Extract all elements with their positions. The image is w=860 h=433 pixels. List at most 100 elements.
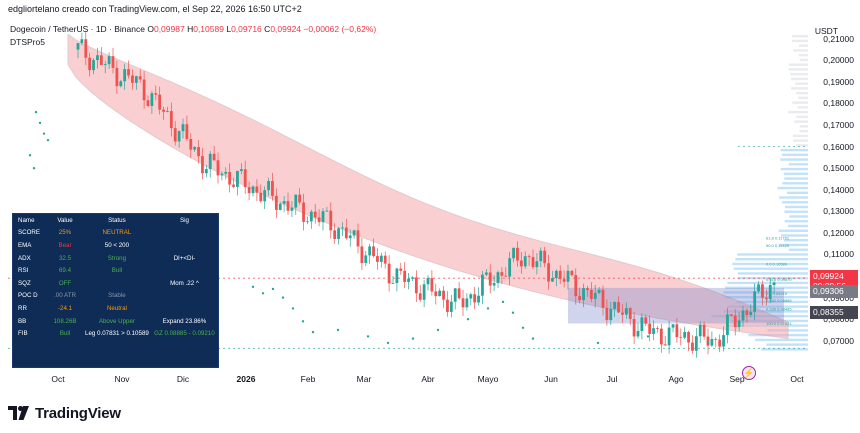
low-price-tag: 0,08355 — [810, 306, 858, 319]
candle-body — [668, 328, 671, 346]
fib-level-label: 61.8 0.11791 — [766, 235, 790, 240]
candle-body — [267, 181, 270, 190]
candle-body — [329, 211, 332, 231]
candle-body — [88, 58, 91, 70]
volume-profile-bar — [795, 82, 808, 84]
price-axis[interactable]: USDT 0,21000 0,20000 0,19000 0,18000 0,17000… — [808, 18, 860, 370]
volume-profile-bar — [788, 225, 808, 227]
candle-body — [419, 293, 422, 299]
candle-body — [637, 331, 640, 336]
price-tick-label: 0,21000 — [823, 34, 854, 44]
open-value: 0,09987 — [154, 24, 185, 34]
row-value: 25% — [47, 227, 83, 240]
candle-body — [528, 256, 531, 257]
candle-body — [189, 139, 192, 150]
candle-body — [742, 310, 745, 320]
candle-body — [333, 230, 336, 239]
candle-body — [493, 283, 496, 286]
candle-body — [535, 261, 538, 267]
time-axis[interactable]: Oct Nov Dic 2026 Feb Mar Abr Mayo Jun Jul Ago Sep Oc… — [8, 370, 808, 386]
candle-body — [364, 255, 367, 263]
candle-body — [224, 172, 227, 174]
candle-body — [520, 260, 523, 266]
candle-body — [112, 56, 115, 68]
candle-body — [263, 190, 266, 201]
time-tick-label: Dic — [177, 374, 189, 384]
candle-body — [318, 217, 321, 222]
signal-dot — [312, 331, 314, 333]
row-name: RSI — [13, 264, 47, 277]
row-status: Bull — [83, 264, 151, 277]
tradingview-logo[interactable]: TradingView — [8, 404, 121, 422]
candle-body — [213, 154, 216, 161]
symbol-name[interactable]: Dogecoin / TetherUS · 1D · Binance — [10, 24, 145, 34]
candle-body — [473, 294, 476, 302]
table-row: RR -24.1 Neutral — [13, 302, 218, 315]
signal-dot — [487, 307, 489, 309]
candle-body — [430, 278, 433, 291]
volume-profile-bar — [792, 40, 808, 42]
volume-profile-bar — [727, 282, 808, 284]
candle-body — [255, 187, 258, 193]
author-line: edgliortelano creado con TradingView.com… — [8, 4, 302, 14]
volume-profile-bar — [784, 177, 808, 179]
row-sig — [151, 227, 218, 240]
row-status: Stable — [83, 290, 151, 303]
candle-body — [178, 131, 181, 141]
row-value: 69.4 — [47, 264, 83, 277]
candle-body — [244, 169, 247, 187]
range-box — [568, 288, 784, 324]
candle-body — [485, 272, 488, 274]
candle-body — [462, 298, 465, 307]
candle-body — [283, 201, 286, 204]
row-value: -24.1 — [47, 302, 83, 315]
lightning-icon[interactable]: ⚡ — [742, 366, 756, 380]
fib-level-label: 0.618 0.09870 — [766, 277, 792, 282]
candle-body — [290, 208, 293, 211]
candle-body — [372, 246, 375, 256]
volume-profile-bar — [798, 106, 808, 108]
row-sig: DI+<DI- — [151, 252, 218, 265]
candle-body — [92, 60, 95, 70]
candle-body — [450, 302, 453, 312]
row-name: POC D — [13, 290, 47, 303]
row-name: BB — [13, 315, 47, 328]
table-row: RSI 69.4 Bull — [13, 264, 218, 277]
candle-body — [182, 124, 185, 131]
candle-body — [734, 316, 737, 327]
candle-body — [555, 271, 558, 278]
row-value: Bull — [47, 327, 83, 340]
candle-body — [170, 111, 173, 128]
indicator-name[interactable]: DTSPro5 — [10, 37, 376, 47]
price-tick-label: 0,07000 — [823, 336, 854, 346]
candle-body — [314, 212, 317, 218]
signal-dot — [262, 292, 264, 294]
candle-body — [718, 340, 721, 347]
indicator-table: Name Value Status Sig SCORE 25% NEUTRAL … — [12, 213, 219, 368]
fib-level-label: 50.0 0.11429 — [766, 243, 790, 248]
row-status: Above Upper — [83, 315, 151, 328]
candle-body — [563, 279, 566, 282]
candle-body — [773, 283, 776, 286]
time-tick-label: Feb — [301, 374, 316, 384]
signal-dot — [522, 327, 524, 329]
row-name: SQZ — [13, 277, 47, 290]
candle-body — [625, 308, 628, 315]
volume-profile-bar — [791, 78, 808, 80]
volume-profile-bar — [792, 35, 808, 37]
candle-body — [119, 81, 122, 86]
candle-body — [714, 339, 717, 340]
volume-profile-bar — [796, 116, 808, 118]
volume-profile-bar — [782, 182, 808, 184]
volume-profile-bar — [779, 196, 808, 198]
candle-body — [104, 64, 107, 65]
volume-profile-bar — [784, 173, 808, 175]
candle-body — [497, 272, 500, 283]
signal-dot — [43, 132, 45, 134]
volume-profile-bar — [782, 201, 808, 203]
candle-body — [240, 169, 243, 171]
signal-dot — [597, 342, 599, 344]
row-sig — [151, 264, 218, 277]
candle-body — [465, 298, 468, 307]
price-tick-label: 0,19000 — [823, 77, 854, 87]
